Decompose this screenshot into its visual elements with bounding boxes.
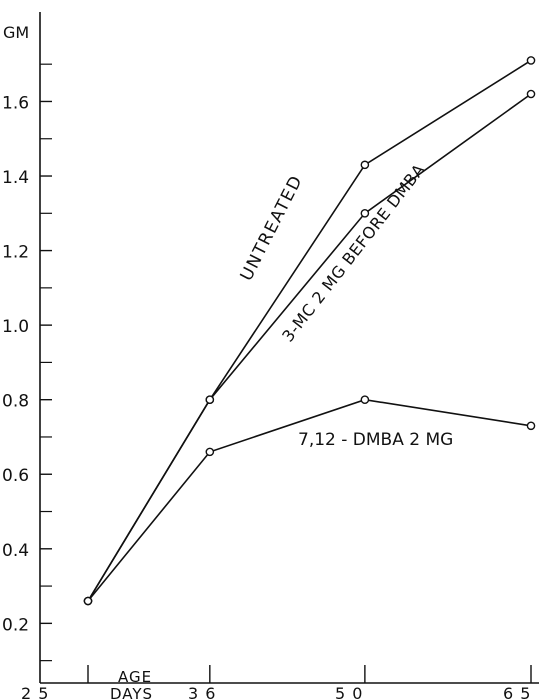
x-tick-label: 5 0 xyxy=(335,684,363,700)
y-tick-label: 1.0 xyxy=(2,317,29,337)
series-line-2 xyxy=(87,398,532,602)
y-tick-label: 1.2 xyxy=(2,243,29,263)
x-axis-title-age: AGE xyxy=(118,668,152,686)
y-tick-label: 0.2 xyxy=(2,615,29,635)
data-point xyxy=(526,421,536,431)
data-point xyxy=(526,89,536,99)
y-tick-label: 0.6 xyxy=(2,466,29,486)
data-point xyxy=(205,447,215,457)
y-tick-label: 1.4 xyxy=(2,168,29,188)
data-point xyxy=(360,160,370,170)
series-line-1 xyxy=(87,93,532,602)
axes xyxy=(39,12,539,684)
data-point xyxy=(205,395,215,404)
x-axis-title-days: DAYS xyxy=(110,685,153,700)
series-points xyxy=(83,56,536,606)
y-tick-label: 0.8 xyxy=(2,392,29,412)
data-point xyxy=(360,395,370,404)
data-point xyxy=(360,208,370,218)
x-tick-label: 6 5 xyxy=(503,684,531,700)
x-tick-label: 2 5 xyxy=(21,684,49,700)
series-lines xyxy=(87,59,532,602)
tick-group: 0.2 0.4 0.6 0.8 1.0 1.2 1.4 1.6 2 5 3 6 5 0 6 5 xyxy=(2,63,532,700)
series-label-dmba: 7,12 - DMBA 2 MG xyxy=(298,430,453,450)
y-tick-label: 0.4 xyxy=(2,541,29,561)
data-point xyxy=(83,596,93,606)
y-axis-title: GM xyxy=(3,23,29,42)
data-point xyxy=(526,56,536,65)
x-tick-label: 3 6 xyxy=(188,684,216,700)
y-tick-label: 1.6 xyxy=(2,93,29,113)
